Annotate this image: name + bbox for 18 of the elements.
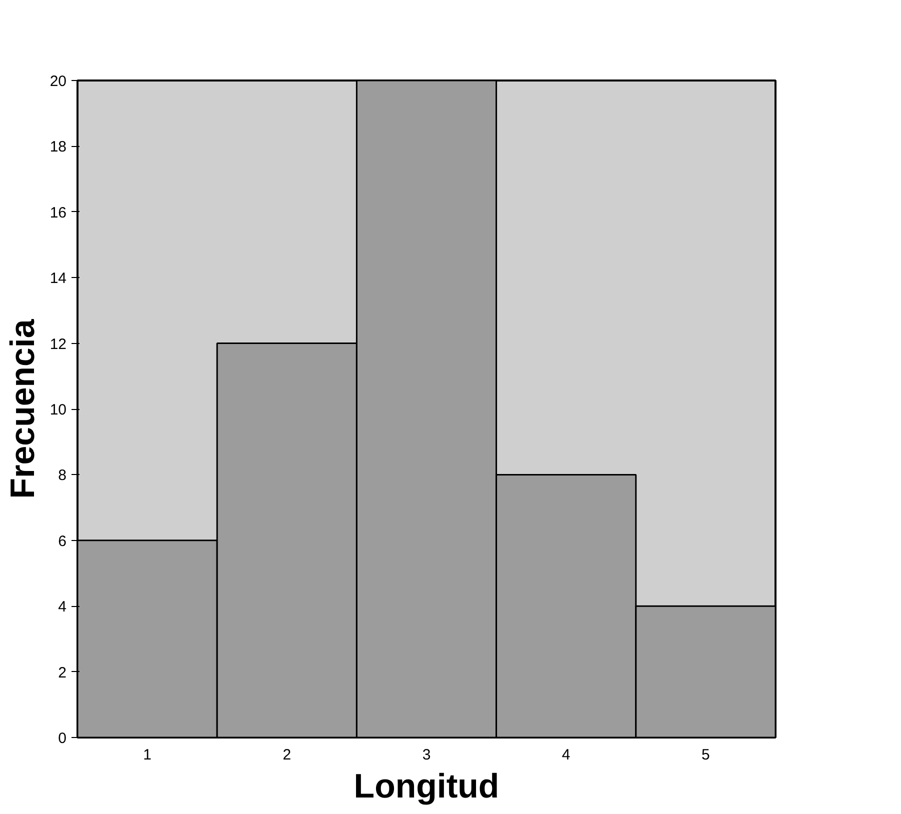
- y-tick-label: 8: [58, 467, 66, 484]
- x-tick-label: 5: [702, 746, 710, 764]
- y-tick-label: 10: [50, 402, 67, 418]
- y-tick-label: 18: [50, 138, 67, 156]
- y-tick-label: 20: [50, 73, 67, 90]
- y-tick-label: 12: [50, 336, 67, 353]
- y-axis-title: Frecuencia: [4, 318, 42, 499]
- x-tick-label: 4: [562, 746, 570, 764]
- y-tick-label: 6: [58, 532, 66, 550]
- y-tick-label: 0: [58, 730, 66, 747]
- x-tick-label: 2: [282, 746, 292, 764]
- x-tick-label: 1: [143, 746, 152, 764]
- y-tick-label: 4: [58, 598, 66, 616]
- y-tick-label: 2: [58, 664, 66, 682]
- x-axis-title: Longitud: [354, 768, 500, 806]
- x-tick-label: 3: [422, 746, 431, 764]
- y-tick-label: 14: [50, 270, 67, 288]
- y-tick-label: 16: [50, 204, 67, 222]
